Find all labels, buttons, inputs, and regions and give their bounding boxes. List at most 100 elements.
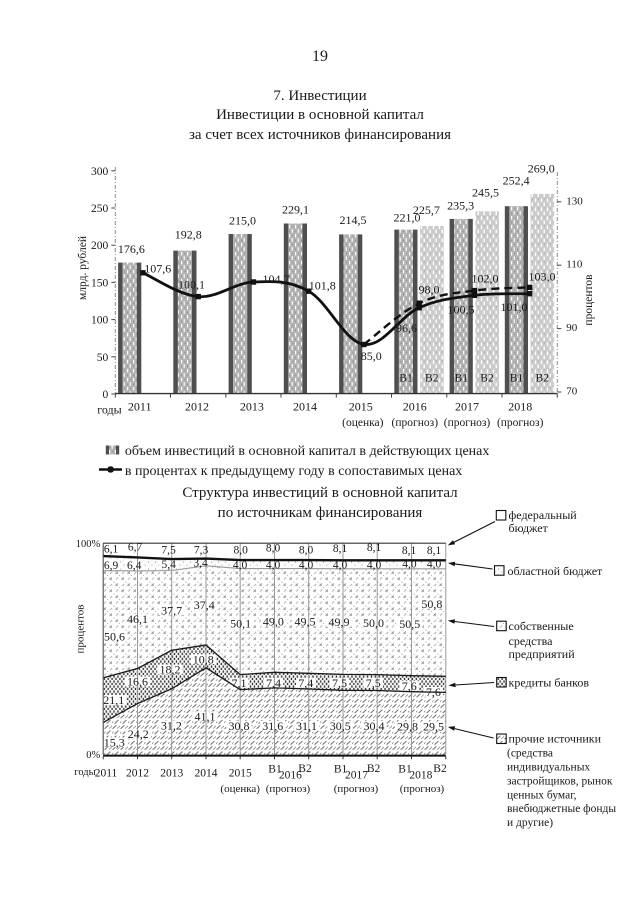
svg-text:229,1: 229,1 xyxy=(282,203,309,217)
svg-text:50,6: 50,6 xyxy=(104,629,125,643)
svg-text:6,9: 6,9 xyxy=(104,560,119,572)
svg-text:4,0: 4,0 xyxy=(402,559,417,571)
svg-text:(прогноз): (прогноз) xyxy=(334,783,379,795)
svg-text:30,8: 30,8 xyxy=(229,719,250,733)
svg-text:годы: годы xyxy=(97,403,121,417)
svg-text:4,0: 4,0 xyxy=(266,560,281,572)
svg-text:150: 150 xyxy=(91,277,109,289)
svg-text:2015: 2015 xyxy=(229,768,252,780)
svg-text:В2: В2 xyxy=(367,763,381,775)
svg-text:8,1: 8,1 xyxy=(427,545,442,557)
svg-text:(прогноз): (прогноз) xyxy=(444,417,491,429)
svg-text:8,0: 8,0 xyxy=(234,545,249,557)
svg-text:130: 130 xyxy=(566,195,583,207)
svg-text:2017: 2017 xyxy=(345,770,368,782)
svg-text:235,3: 235,3 xyxy=(447,199,474,213)
svg-text:192,8: 192,8 xyxy=(175,228,202,242)
svg-text:8,0: 8,0 xyxy=(299,545,314,557)
svg-text:214,5: 214,5 xyxy=(340,213,367,227)
svg-text:8,1: 8,1 xyxy=(333,543,348,555)
svg-text:49,0: 49,0 xyxy=(263,615,284,629)
svg-text:В1: В1 xyxy=(334,764,348,776)
svg-text:90: 90 xyxy=(566,322,578,334)
svg-text:250: 250 xyxy=(91,203,109,215)
svg-text:85,0: 85,0 xyxy=(361,349,382,363)
svg-text:102,0: 102,0 xyxy=(472,272,499,286)
svg-text:2011: 2011 xyxy=(95,768,118,780)
svg-text:(средства: (средства xyxy=(507,748,553,760)
svg-text:кредиты банков: кредиты банков xyxy=(509,676,590,690)
svg-text:федеральный: федеральный xyxy=(509,508,578,522)
svg-text:В2: В2 xyxy=(433,763,447,775)
svg-text:(прогноз): (прогноз) xyxy=(266,783,311,795)
svg-text:103,0: 103,0 xyxy=(529,270,556,284)
svg-text:2012: 2012 xyxy=(126,768,149,780)
svg-text:30,4: 30,4 xyxy=(364,719,385,733)
svg-text:49,9: 49,9 xyxy=(329,615,350,629)
svg-text:в процентах к предыдущему году: в процентах к предыдущему году в сопоста… xyxy=(125,464,462,479)
svg-text:(оценка): (оценка) xyxy=(342,417,384,429)
svg-text:и другие): и другие) xyxy=(507,817,553,829)
svg-text:104,7: 104,7 xyxy=(263,272,290,286)
svg-text:2013: 2013 xyxy=(160,768,183,780)
svg-text:2016: 2016 xyxy=(403,400,427,414)
svg-text:2015: 2015 xyxy=(349,400,373,414)
svg-text:252,4: 252,4 xyxy=(503,173,530,187)
svg-text:215,0: 215,0 xyxy=(229,214,256,228)
svg-text:221,0: 221,0 xyxy=(394,210,421,224)
svg-text:предприятий: предприятий xyxy=(509,647,576,661)
svg-text:прочие источники: прочие источники xyxy=(509,732,602,746)
svg-text:(прогноз): (прогноз) xyxy=(392,417,439,429)
svg-text:2018: 2018 xyxy=(409,770,432,782)
svg-text:225,7: 225,7 xyxy=(413,203,440,217)
svg-text:2014: 2014 xyxy=(195,768,218,780)
svg-text:млрд. рублей: млрд. рублей xyxy=(77,236,89,300)
svg-text:7,3: 7,3 xyxy=(194,545,209,557)
svg-text:176,6: 176,6 xyxy=(118,242,145,256)
svg-text:4,0: 4,0 xyxy=(367,559,382,571)
svg-text:5,4: 5,4 xyxy=(162,559,177,571)
svg-text:31,1: 31,1 xyxy=(296,719,317,733)
svg-text:50: 50 xyxy=(97,352,109,364)
svg-text:3,4: 3,4 xyxy=(193,558,208,570)
svg-text:100,1: 100,1 xyxy=(178,278,205,292)
svg-text:15,3: 15,3 xyxy=(104,736,125,750)
svg-text:В2: В2 xyxy=(536,373,550,385)
svg-text:245,5: 245,5 xyxy=(472,185,499,199)
svg-text:7,4: 7,4 xyxy=(298,676,313,690)
svg-text:31,2: 31,2 xyxy=(161,719,182,733)
svg-text:110: 110 xyxy=(566,259,583,271)
svg-text:7,6: 7,6 xyxy=(402,679,417,693)
svg-text:внебюджетные фонды: внебюджетные фонды xyxy=(507,803,616,815)
svg-text:21,1: 21,1 xyxy=(103,693,124,707)
svg-text:бюджет: бюджет xyxy=(509,521,549,535)
svg-text:100,5: 100,5 xyxy=(448,302,475,316)
svg-text:собственные: собственные xyxy=(509,619,574,633)
svg-text:2011: 2011 xyxy=(128,400,152,414)
svg-text:200: 200 xyxy=(91,240,109,252)
svg-text:50,5: 50,5 xyxy=(399,617,420,631)
svg-text:7,4: 7,4 xyxy=(266,676,281,690)
svg-text:49,5: 49,5 xyxy=(295,615,316,629)
svg-text:4,0: 4,0 xyxy=(299,560,314,572)
svg-text:29,8: 29,8 xyxy=(397,720,418,734)
svg-text:0%: 0% xyxy=(86,750,100,761)
svg-text:96,6: 96,6 xyxy=(396,321,417,335)
svg-text:8,0: 8,0 xyxy=(266,542,281,554)
svg-text:областной бюджет: областной бюджет xyxy=(508,564,604,578)
svg-text:98,0: 98,0 xyxy=(419,283,440,297)
svg-text:2014: 2014 xyxy=(293,400,317,414)
svg-text:31,6: 31,6 xyxy=(262,719,283,733)
svg-text:процентов: процентов xyxy=(583,274,595,326)
svg-text:100%: 100% xyxy=(76,539,101,550)
svg-text:37,7: 37,7 xyxy=(161,603,182,617)
svg-text:В2: В2 xyxy=(480,373,494,385)
svg-text:46,1: 46,1 xyxy=(127,612,148,626)
svg-text:2013: 2013 xyxy=(240,400,264,414)
svg-text:В2: В2 xyxy=(298,763,312,775)
svg-text:7,6: 7,6 xyxy=(426,685,441,699)
svg-text:101,8: 101,8 xyxy=(309,278,336,292)
svg-text:24,2: 24,2 xyxy=(128,727,149,741)
svg-text:50,8: 50,8 xyxy=(421,597,442,611)
svg-text:7,5: 7,5 xyxy=(332,676,347,690)
